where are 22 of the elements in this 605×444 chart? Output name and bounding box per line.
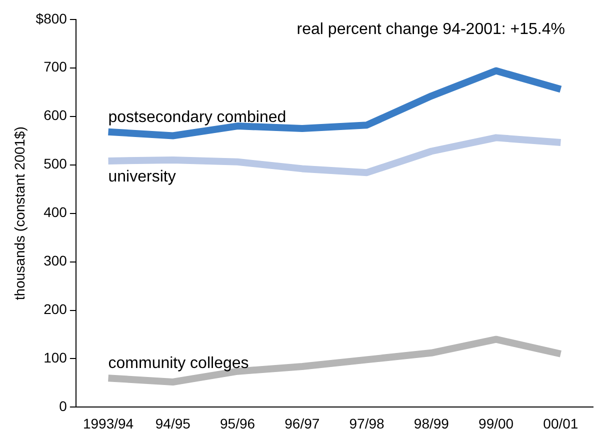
y-tick-label: 100: [44, 350, 68, 366]
y-tick-label: 0: [59, 398, 68, 414]
series-label: university: [108, 168, 176, 186]
series-label: postsecondary combined: [108, 108, 286, 126]
y-axis-title: thousands (constant 2001$): [11, 126, 28, 300]
x-tick-label: 95/96: [220, 415, 256, 432]
x-tick-label: 94/95: [155, 415, 191, 432]
y-tick-label: 600: [44, 107, 68, 124]
y-tick-label: 300: [44, 252, 68, 269]
x-tick-label: 1993/94: [82, 415, 134, 432]
annotation: real percent change 94-2001: +15.4%: [296, 20, 565, 38]
y-tick-label: 500: [44, 156, 68, 172]
x-tick-label: 98/99: [414, 415, 450, 432]
series-label: community colleges: [108, 355, 249, 372]
x-tick-label: 97/98: [349, 415, 385, 432]
y-tick-label: 400: [44, 204, 68, 220]
y-tick-label: $800: [36, 10, 68, 26]
x-tick-label: 00/01: [543, 415, 578, 432]
x-tick-label: 99/00: [478, 415, 514, 432]
x-tick-label: 96/97: [284, 415, 320, 432]
y-tick-label: 700: [44, 58, 68, 75]
y-tick-label: 200: [44, 301, 68, 318]
